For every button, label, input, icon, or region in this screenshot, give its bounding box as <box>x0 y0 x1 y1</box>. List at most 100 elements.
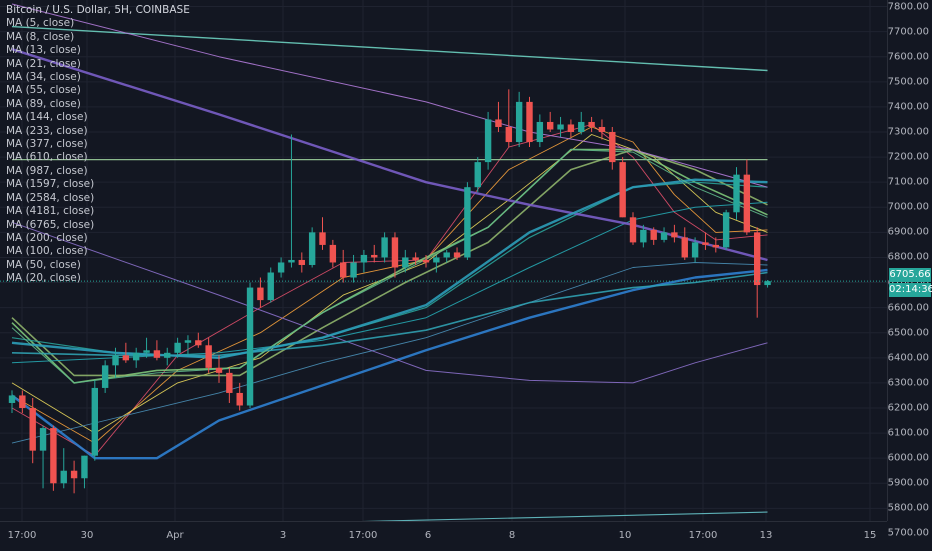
legend-ma-1[interactable]: MA (8, close) <box>6 30 75 43</box>
ma-line-50 <box>11 178 768 359</box>
candle-body <box>391 237 399 268</box>
candle-body <box>319 232 326 245</box>
candle-body <box>50 428 57 484</box>
legend-ma-8[interactable]: MA (233, close) <box>6 124 88 137</box>
candle-body <box>91 387 98 456</box>
price-tick: 7400.00 <box>887 101 929 113</box>
time-tick: 13 <box>759 530 773 541</box>
legend-ma-14[interactable]: MA (4181, close) <box>6 205 95 218</box>
legend-ma-10[interactable]: MA (610, close) <box>6 151 88 164</box>
candle-body <box>474 162 481 188</box>
candle-body <box>371 254 378 258</box>
legend-ma-19[interactable]: MA (20, close) <box>6 272 81 285</box>
candle-body <box>412 257 419 260</box>
ma-line-200 <box>11 268 768 460</box>
candle-body <box>712 244 719 248</box>
ma-line-34 <box>11 148 768 377</box>
price-tick: 6000.00 <box>887 452 929 464</box>
candle-body <box>578 121 585 132</box>
candle-body <box>184 340 192 343</box>
candle-body <box>433 257 440 263</box>
candle-body <box>722 212 730 248</box>
legend-ma-5[interactable]: MA (55, close) <box>6 84 81 97</box>
legend-ma-12[interactable]: MA (1597, close) <box>6 178 95 191</box>
candle-body <box>195 340 202 346</box>
candle-body <box>226 372 233 393</box>
candle-body <box>288 259 295 263</box>
candle-body <box>298 259 305 265</box>
candle-body <box>133 352 140 361</box>
legend-ma-4[interactable]: MA (34, close) <box>6 71 81 84</box>
legend-ma-15[interactable]: MA (6765, close) <box>6 218 95 231</box>
candle-body <box>671 232 678 238</box>
price-tick: 7000.00 <box>887 201 929 213</box>
ma-line-2584 <box>11 3 768 188</box>
candle-body <box>691 242 699 258</box>
ma-line-1597 <box>361 511 768 521</box>
ma-list: MA (5, close) MA (8, close) MA (13, close)… <box>6 17 190 285</box>
price-tick: 7500.00 <box>887 76 929 88</box>
candle-body <box>495 119 502 127</box>
candle-body <box>754 232 761 286</box>
price-axis[interactable]: 5700.00 5800.00 5900.00 6000.00 6100.00 6200.… <box>887 0 932 539</box>
candle-body <box>308 232 316 265</box>
candle-body <box>660 232 668 240</box>
price-tick: 5900.00 <box>887 477 929 489</box>
price-tick: 7600.00 <box>887 51 929 63</box>
time-tick: 8 <box>508 530 516 541</box>
legend-ma-9[interactable]: MA (377, close) <box>6 138 88 151</box>
legend-ma-11[interactable]: MA (987, close) <box>6 164 88 177</box>
time-axis[interactable]: 17:00 30 Apr 3 17:00 6 8 10 17:00 13 15 <box>0 521 887 551</box>
candle-body <box>464 187 471 258</box>
candle-body <box>19 395 26 408</box>
candle-body <box>39 428 47 451</box>
candle-body <box>29 408 36 451</box>
price-tick: 5800.00 <box>887 502 929 514</box>
candle-body <box>112 355 119 366</box>
time-tick: 17:00 <box>688 530 718 541</box>
candle-body <box>505 126 512 143</box>
legend-ma-0[interactable]: MA (5, close) <box>6 17 75 30</box>
time-tick: Apr <box>166 530 184 541</box>
candle-body <box>81 455 88 479</box>
candle-body <box>650 229 657 240</box>
time-tick: 10 <box>618 530 632 541</box>
time-tick: 17:00 <box>7 530 37 541</box>
candle-body <box>257 287 264 301</box>
time-tick: 17:00 <box>348 530 378 541</box>
candle-body <box>567 124 575 132</box>
candle-body <box>733 174 740 213</box>
legend-ma-16[interactable]: MA (200, close) <box>6 231 88 244</box>
price-tick: 6800.00 <box>887 251 929 263</box>
ma-line-377 <box>11 221 768 384</box>
candle-body <box>453 252 461 258</box>
legend-ma-18[interactable]: MA (50, close) <box>6 258 81 271</box>
chart-legend: Bitcoin / U.S. Dollar, 5H, COINBASE MA (… <box>6 4 190 286</box>
candle-body <box>236 392 243 406</box>
candle-body <box>277 262 285 273</box>
candle-body <box>267 272 274 301</box>
legend-ma-6[interactable]: MA (89, close) <box>6 97 81 110</box>
legend-ma-7[interactable]: MA (144, close) <box>6 111 88 124</box>
ma-line-144 <box>11 262 768 444</box>
candle-body <box>402 257 409 268</box>
candle-body <box>143 350 150 353</box>
legend-ma-17[interactable]: MA (100, close) <box>6 245 88 258</box>
candle-body <box>422 259 430 263</box>
ma-line-89 <box>11 201 768 364</box>
candle-body <box>205 345 212 368</box>
legend-ma-2[interactable]: MA (13, close) <box>6 44 81 57</box>
candle-body <box>329 244 337 263</box>
candle-body <box>70 470 78 479</box>
price-tick: 6200.00 <box>887 402 929 414</box>
candle-body <box>743 174 751 233</box>
legend-ma-3[interactable]: MA (21, close) <box>6 57 81 70</box>
price-tick: 6700.00 <box>888 277 929 288</box>
chart-title: Bitcoin / U.S. Dollar, 5H, COINBASE <box>6 4 190 16</box>
legend-ma-13[interactable]: MA (2584, close) <box>6 191 95 204</box>
time-tick: 30 <box>80 530 94 541</box>
price-chart[interactable] <box>0 0 887 521</box>
price-tick: 7200.00 <box>887 151 929 163</box>
candle-body <box>153 350 161 358</box>
candle-body <box>340 262 347 278</box>
